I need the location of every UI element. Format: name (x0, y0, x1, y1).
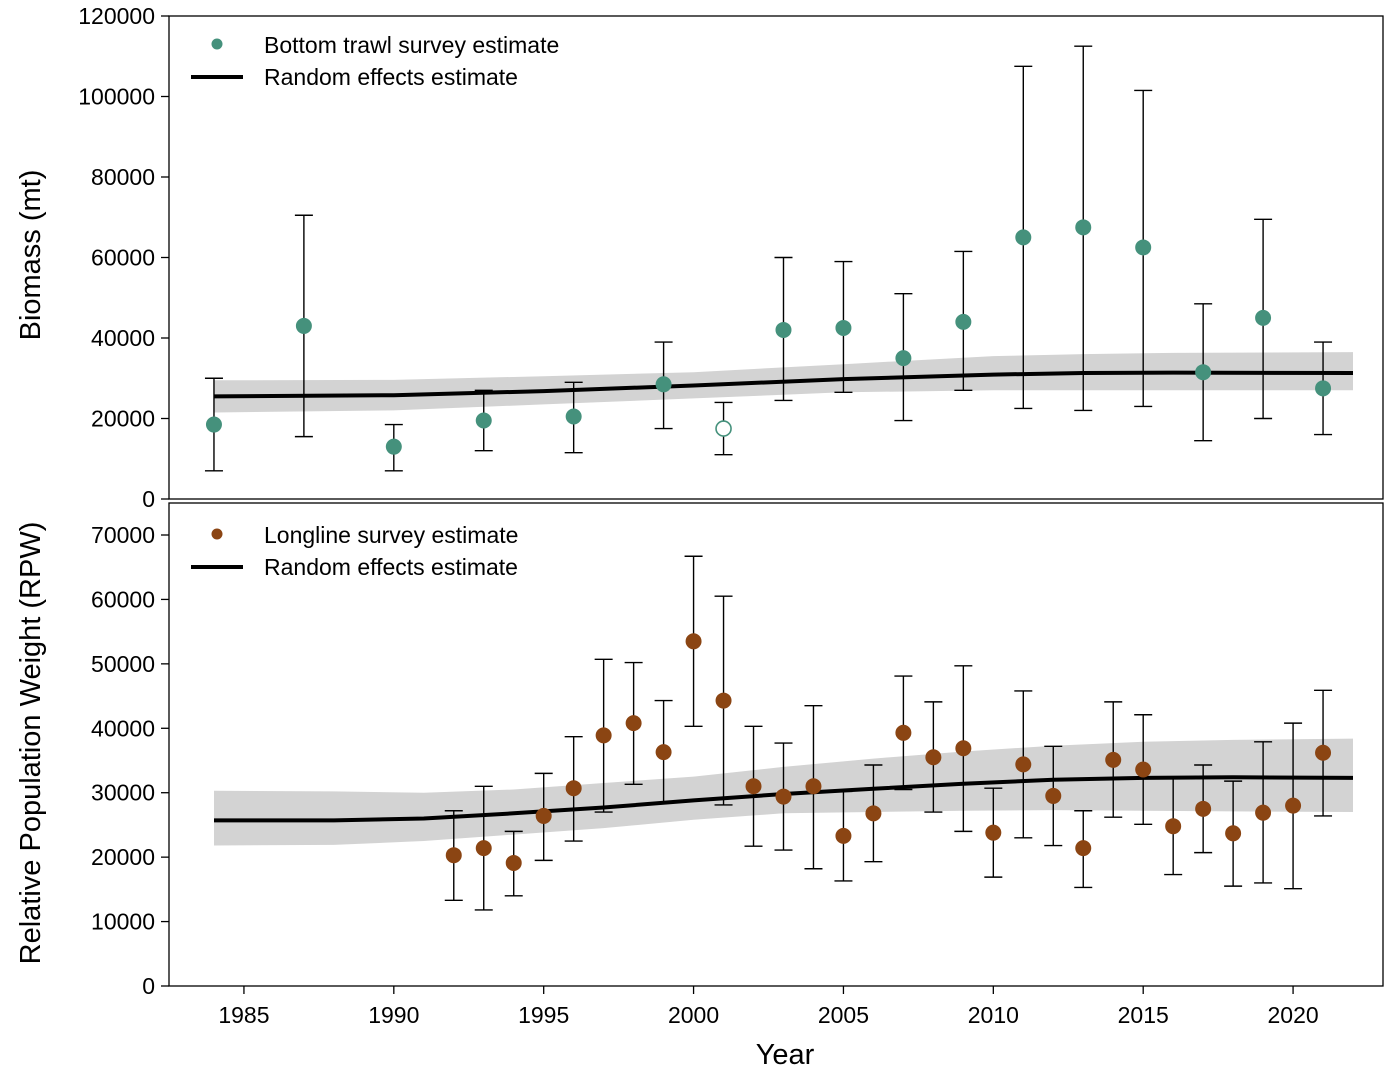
legend-label-line: Random effects estimate (264, 64, 518, 90)
x-tick-label: 2010 (968, 1002, 1019, 1028)
y-tick-label: 0 (142, 486, 155, 512)
data-point (1165, 818, 1182, 835)
legend-label-points: Longline survey estimate (264, 522, 518, 548)
data-point (715, 692, 732, 709)
data-point (475, 840, 492, 857)
data-point-open (715, 420, 732, 437)
data-point (835, 319, 852, 336)
y-tick-label: 20000 (91, 406, 155, 432)
data-point (835, 827, 852, 844)
y-tick-label: 100000 (78, 84, 155, 110)
legend: Bottom trawl survey estimate Random effec… (191, 32, 559, 90)
x-tick-label: 1985 (218, 1002, 269, 1028)
y-tick-label: 120000 (78, 3, 155, 29)
x-tick-label: 2000 (668, 1002, 719, 1028)
random-effects-line (213, 370, 1354, 399)
data-point (1075, 840, 1092, 857)
y-tick-label: 10000 (91, 909, 155, 935)
data-point (655, 376, 672, 393)
data-point (1015, 756, 1032, 773)
data-point (595, 727, 612, 744)
y-tick-label: 30000 (91, 780, 155, 806)
data-point (775, 321, 792, 338)
x-tick-label: 2020 (1267, 1002, 1318, 1028)
y-tick-label: 0 (142, 973, 155, 999)
y-tick-label: 50000 (91, 651, 155, 677)
y-tick-label: 80000 (91, 164, 155, 190)
data-point (1105, 751, 1122, 768)
data-point (475, 412, 492, 429)
data-point (565, 408, 582, 425)
legend: Longline survey estimate Random effects e… (191, 522, 518, 580)
data-point (1075, 219, 1092, 236)
legend-marker-points (211, 528, 223, 540)
y-tick-label: 40000 (91, 325, 155, 351)
data-point (1195, 800, 1212, 817)
panel-1: 0 20000 40000 60000 80000 100000 120000 Biomass… (15, 3, 1384, 512)
y-tick-label: 40000 (91, 715, 155, 741)
data-point (955, 740, 972, 757)
y-axis-label: Relative Population Weight (RPW) (15, 522, 47, 965)
panel-frame (168, 502, 1384, 987)
data-point (205, 416, 222, 433)
data-point (895, 350, 912, 367)
data-point (1135, 761, 1152, 778)
panel-2: 0 10000 20000 30000 40000 50000 60000 70000 Rela… (15, 502, 1384, 999)
data-point (955, 313, 972, 330)
data-point (775, 788, 792, 805)
legend-label-line: Random effects estimate (264, 554, 518, 580)
data-point (1315, 744, 1332, 761)
data-point (985, 824, 1002, 841)
x-tick-label: 1990 (368, 1002, 419, 1028)
data-point (535, 807, 552, 824)
data-point (745, 778, 762, 795)
y-tick-label: 70000 (91, 522, 155, 548)
data-point (505, 854, 522, 871)
x-tick-label: 2005 (818, 1002, 869, 1028)
y-tick-label: 60000 (91, 586, 155, 612)
y-axis-label: Biomass (mt) (15, 170, 47, 341)
x-tick-label: 2015 (1118, 1002, 1169, 1028)
data-point (1285, 797, 1302, 814)
data-point (1195, 364, 1212, 381)
data-point (1315, 380, 1332, 397)
y-tick-label: 60000 (91, 245, 155, 271)
data-point (895, 724, 912, 741)
data-point (445, 847, 462, 864)
data-point (1015, 229, 1032, 246)
legend-marker-points (211, 38, 223, 50)
x-axis-label: Year (756, 1039, 815, 1069)
data-point (655, 744, 672, 761)
data-point (925, 749, 942, 766)
data-point (1045, 787, 1062, 804)
legend-label-points: Bottom trawl survey estimate (264, 32, 559, 58)
x-axis: 1985 1990 1995 2000 2005 2010 2015 2020 Year (218, 986, 1319, 1069)
x-tick-label: 1995 (518, 1002, 569, 1028)
data-point (565, 780, 582, 797)
data-point (805, 778, 822, 795)
data-point (385, 438, 402, 455)
data-point (1255, 309, 1272, 326)
data-point (1225, 825, 1242, 842)
data-point (1255, 804, 1272, 821)
data-point (865, 805, 882, 822)
data-point (295, 317, 312, 334)
data-point (625, 715, 642, 732)
data-point (685, 633, 702, 650)
data-point (1135, 239, 1152, 256)
y-tick-label: 20000 (91, 844, 155, 870)
